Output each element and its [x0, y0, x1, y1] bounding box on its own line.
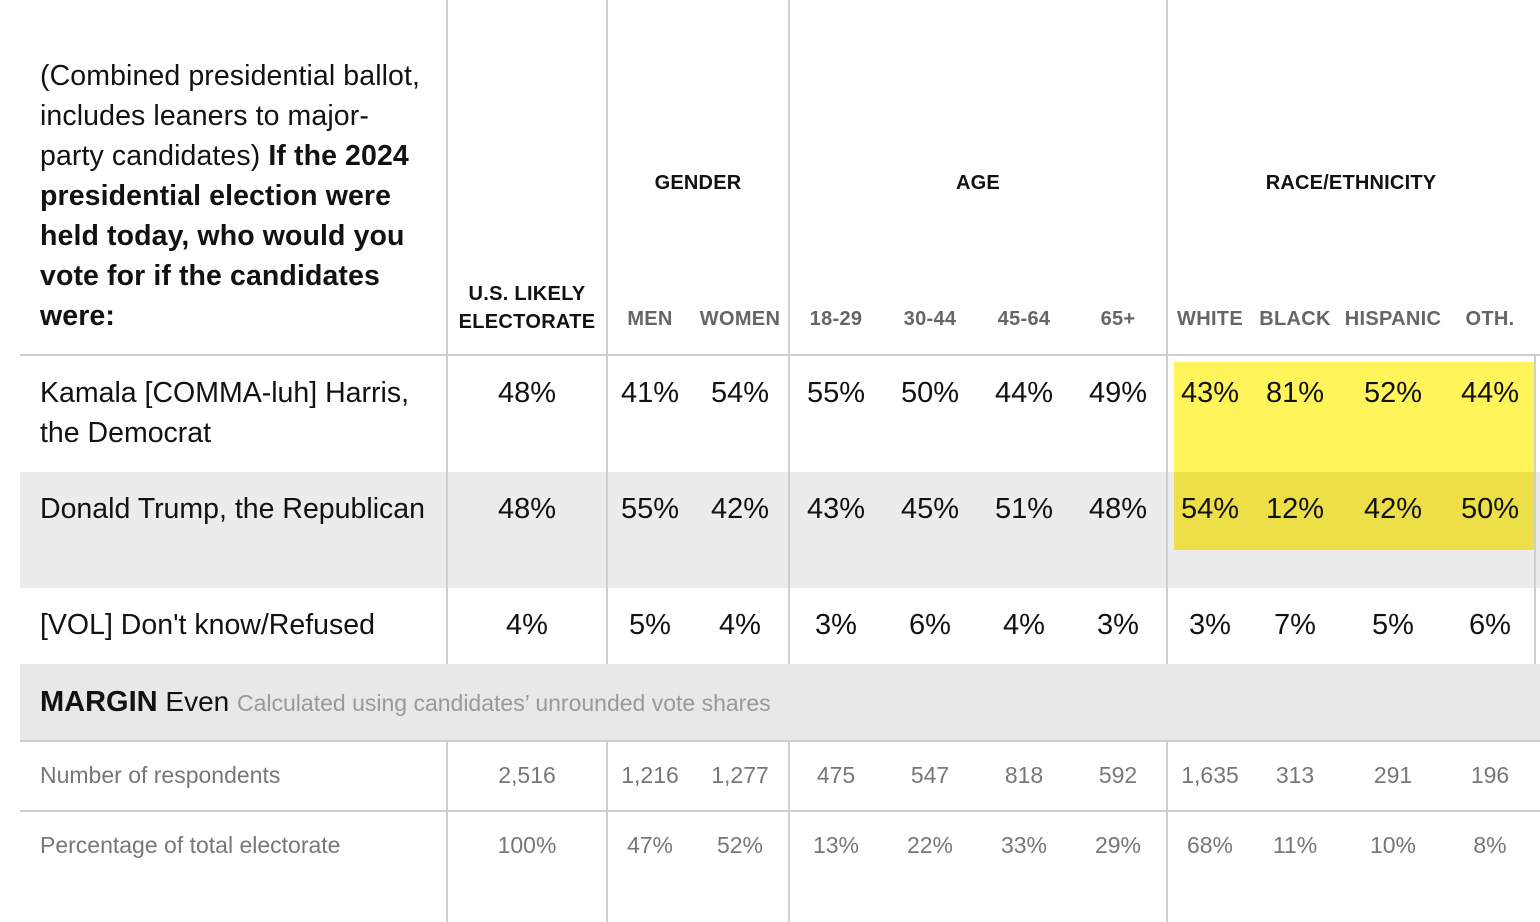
footer-divider: [20, 810, 1540, 812]
data-cell: 41%: [620, 377, 680, 409]
data-cell: 48%: [1088, 493, 1148, 525]
data-cell: 12%: [1265, 493, 1325, 525]
data-cell: 3%: [1189, 609, 1231, 641]
data-cell: 6%: [909, 609, 951, 641]
column-header: MEN: [627, 308, 673, 330]
data-cell: 43%: [1180, 377, 1240, 409]
row-label: Donald Trump, the Republican: [40, 493, 425, 525]
data-cell: 51%: [994, 493, 1054, 525]
column-divider: [788, 0, 790, 664]
data-cell: 50%: [900, 377, 960, 409]
data-cell: 6%: [1469, 609, 1511, 641]
data-cell: 4%: [719, 609, 761, 641]
footer-cell: 33%: [1000, 832, 1048, 858]
column-header: WHITE: [1177, 308, 1243, 330]
column-divider: [1534, 354, 1536, 664]
data-cell: 42%: [710, 493, 770, 525]
footer-cell: 10%: [1369, 832, 1417, 858]
column-header: U.S. LIKELY ELECTORATE: [458, 283, 596, 333]
data-cell: 48%: [497, 493, 557, 525]
column-divider: [1166, 0, 1168, 664]
footer-cell: 13%: [812, 832, 860, 858]
column-divider: [446, 741, 448, 922]
margin-row-background: [20, 664, 1540, 741]
footer-cell: 818: [1004, 762, 1044, 788]
question-bold: If the 2024 presidential election were h…: [40, 140, 409, 332]
column-header: 30-44: [903, 308, 957, 330]
column-divider: [606, 741, 608, 922]
column-header: 18-29: [809, 308, 863, 330]
footer-cell: 313: [1275, 762, 1315, 788]
data-cell: 48%: [497, 377, 557, 409]
data-cell: 7%: [1274, 609, 1316, 641]
footer-cell: 196: [1470, 762, 1510, 788]
footer-cell: 68%: [1186, 832, 1234, 858]
data-cell: 55%: [620, 493, 680, 525]
row-label: [VOL] Don't know/Refused: [40, 609, 375, 641]
group-header-age: AGE: [956, 172, 1000, 194]
footer-cell: 52%: [716, 832, 764, 858]
footer-cell: 47%: [626, 832, 674, 858]
group-header-race: RACE/ETHNICITY: [1265, 172, 1437, 194]
column-header: WOMEN: [699, 308, 781, 330]
column-header: 65+: [1100, 308, 1136, 330]
data-cell: 4%: [1003, 609, 1045, 641]
margin-value: Even: [165, 686, 230, 717]
footer-cell: 11%: [1272, 832, 1318, 858]
data-cell: 3%: [815, 609, 857, 641]
footer-cell: 2,516: [498, 762, 556, 788]
footer-cell: 547: [910, 762, 950, 788]
data-cell: 5%: [1372, 609, 1414, 641]
margin-note: Calculated using candidates’ unrounded v…: [237, 690, 771, 716]
footer-cell: 1,635: [1181, 762, 1239, 788]
column-header: BLACK: [1259, 308, 1331, 330]
margin-label: MARGIN: [40, 686, 158, 718]
footer-row-label: Percentage of total electorate: [40, 832, 341, 858]
header-divider: [20, 354, 1540, 356]
footer-cell: 1,277: [711, 762, 769, 788]
data-cell: 44%: [1460, 377, 1520, 409]
data-cell: 55%: [806, 377, 866, 409]
data-cell: 44%: [994, 377, 1054, 409]
data-cell: 45%: [900, 493, 960, 525]
question-intro: (Combined presidential ballot, includes …: [40, 60, 421, 172]
column-header: OTH.: [1465, 308, 1515, 330]
data-cell: 42%: [1363, 493, 1423, 525]
footer-cell: 291: [1373, 762, 1413, 788]
highlight-harris-race: [1174, 362, 1535, 472]
column-divider: [606, 0, 608, 664]
margin-row: MARGIN Even Calculated using candidates’…: [40, 682, 771, 723]
footer-cell: 475: [816, 762, 856, 788]
question-text: (Combined presidential ballot, includes …: [40, 56, 432, 336]
data-cell: 52%: [1363, 377, 1423, 409]
footer-cell: 592: [1098, 762, 1138, 788]
column-divider: [446, 0, 448, 664]
data-cell: 54%: [1180, 493, 1240, 525]
data-cell: 43%: [806, 493, 866, 525]
column-divider: [1166, 741, 1168, 922]
footer-cell: 100%: [497, 832, 557, 858]
data-cell: 81%: [1265, 377, 1325, 409]
footer-cell: 8%: [1473, 832, 1507, 858]
data-cell: 3%: [1097, 609, 1139, 641]
group-header-gender: GENDER: [654, 172, 742, 194]
data-cell: 5%: [629, 609, 671, 641]
footer-cell: 22%: [906, 832, 954, 858]
margin-bottom-divider: [20, 740, 1540, 742]
highlight-trump-race: [1174, 472, 1535, 550]
footer-cell: 29%: [1094, 832, 1142, 858]
footer-row-label: Number of respondents: [40, 762, 281, 788]
data-cell: 54%: [710, 377, 770, 409]
data-cell: 49%: [1088, 377, 1148, 409]
column-header: 45-64: [997, 308, 1051, 330]
column-header: HISPANIC: [1344, 308, 1442, 330]
column-divider: [788, 741, 790, 922]
footer-cell: 1,216: [621, 762, 679, 788]
data-cell: 50%: [1460, 493, 1520, 525]
row-label: Kamala [COMMA-luh] Harris, the Democrat: [40, 377, 409, 449]
data-cell: 4%: [506, 609, 548, 641]
